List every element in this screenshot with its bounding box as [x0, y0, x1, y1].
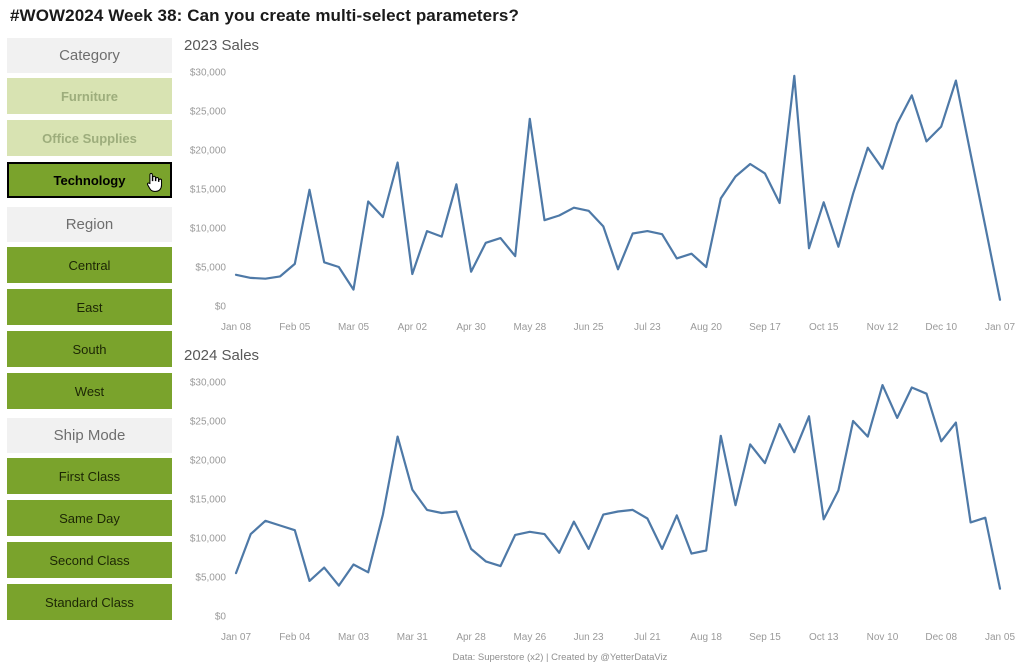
svg-text:Sep 17: Sep 17	[749, 322, 781, 333]
chart-2024-sales: 2024 Sales $0 $5,000 $10,000 $15,000 $20,000…	[180, 347, 1024, 654]
svg-text:Apr 02: Apr 02	[398, 322, 428, 333]
svg-text:$20,000: $20,000	[190, 456, 227, 467]
svg-text:Feb 05: Feb 05	[279, 322, 311, 333]
svg-text:Aug 18: Aug 18	[690, 632, 722, 643]
svg-text:Jan 07: Jan 07	[221, 632, 251, 643]
svg-text:Dec 08: Dec 08	[925, 632, 957, 643]
svg-text:Apr 28: Apr 28	[456, 632, 486, 643]
filter-header-ship-mode: Ship Mode	[7, 418, 172, 453]
filter-button-technology[interactable]: Technology	[7, 162, 172, 198]
filter-button-standard-class[interactable]: Standard Class	[7, 584, 172, 620]
svg-text:Mar 03: Mar 03	[338, 632, 370, 643]
chart-canvas-2023: $0 $5,000 $10,000 $15,000 $20,000 $25,000 $30,…	[180, 56, 1024, 344]
svg-text:May 28: May 28	[513, 322, 546, 333]
svg-text:$10,000: $10,000	[190, 534, 227, 545]
cursor-hand-icon	[144, 172, 163, 193]
svg-text:$5,000: $5,000	[195, 263, 226, 274]
filter-button-east[interactable]: East	[7, 289, 172, 325]
svg-text:$15,000: $15,000	[190, 185, 227, 196]
filter-header-category: Category	[7, 38, 172, 73]
filter-button-central[interactable]: Central	[7, 247, 172, 283]
filter-sidebar: Category Furniture Office Supplies Techn…	[7, 38, 172, 626]
svg-text:$15,000: $15,000	[190, 495, 227, 506]
svg-text:Jan 07: Jan 07	[985, 322, 1015, 333]
svg-text:$0: $0	[215, 612, 227, 623]
svg-text:$0: $0	[215, 302, 227, 313]
svg-text:Jul 21: Jul 21	[634, 632, 661, 643]
page-title: #WOW2024 Week 38: Can you create multi-s…	[10, 6, 519, 25]
svg-text:Apr 30: Apr 30	[456, 322, 486, 333]
svg-text:Dec 10: Dec 10	[925, 322, 957, 333]
svg-text:May 26: May 26	[513, 632, 546, 643]
chart-title-2024: 2024 Sales	[184, 347, 260, 364]
svg-text:Nov 12: Nov 12	[867, 322, 899, 333]
svg-text:Mar 05: Mar 05	[338, 322, 370, 333]
svg-text:Jun 25: Jun 25	[574, 322, 604, 333]
svg-text:$30,000: $30,000	[190, 68, 227, 79]
svg-text:Aug 20: Aug 20	[690, 322, 722, 333]
svg-text:Jul 23: Jul 23	[634, 322, 661, 333]
svg-text:Jan 08: Jan 08	[221, 322, 251, 333]
filter-button-second-class[interactable]: Second Class	[7, 542, 172, 578]
filter-button-same-day[interactable]: Same Day	[7, 500, 172, 536]
filter-button-first-class[interactable]: First Class	[7, 458, 172, 494]
svg-text:$30,000: $30,000	[190, 378, 227, 389]
filter-button-technology-label: Technology	[53, 172, 126, 188]
filter-button-office-supplies[interactable]: Office Supplies	[7, 120, 172, 156]
footer-caption: Data: Superstore (x2) | Created by @Yett…	[452, 652, 668, 663]
chart-title-2023: 2023 Sales	[184, 37, 260, 54]
svg-text:Jun 23: Jun 23	[574, 632, 604, 643]
filter-header-region: Region	[7, 207, 172, 242]
svg-text:$20,000: $20,000	[190, 146, 227, 157]
svg-text:Sep 15: Sep 15	[749, 632, 781, 643]
svg-text:Oct 13: Oct 13	[809, 632, 839, 643]
chart-canvas-2024: $0 $5,000 $10,000 $15,000 $20,000 $25,000 $30,…	[180, 366, 1024, 654]
svg-text:$5,000: $5,000	[195, 573, 226, 584]
filter-button-furniture[interactable]: Furniture	[7, 78, 172, 114]
svg-text:Oct 15: Oct 15	[809, 322, 839, 333]
filter-button-west[interactable]: West	[7, 373, 172, 409]
charts-area: 2023 Sales $0 $5,000 $10,000 $15,000 $20,000…	[180, 34, 1024, 654]
svg-text:$25,000: $25,000	[190, 107, 227, 118]
svg-text:Feb 04: Feb 04	[279, 632, 311, 643]
svg-text:Nov 10: Nov 10	[867, 632, 899, 643]
svg-text:$25,000: $25,000	[190, 417, 227, 428]
svg-text:Mar 31: Mar 31	[397, 632, 429, 643]
svg-text:$10,000: $10,000	[190, 224, 227, 235]
svg-text:Jan 05: Jan 05	[985, 632, 1015, 643]
chart-2023-sales: 2023 Sales $0 $5,000 $10,000 $15,000 $20,000…	[180, 37, 1024, 344]
filter-button-south[interactable]: South	[7, 331, 172, 367]
